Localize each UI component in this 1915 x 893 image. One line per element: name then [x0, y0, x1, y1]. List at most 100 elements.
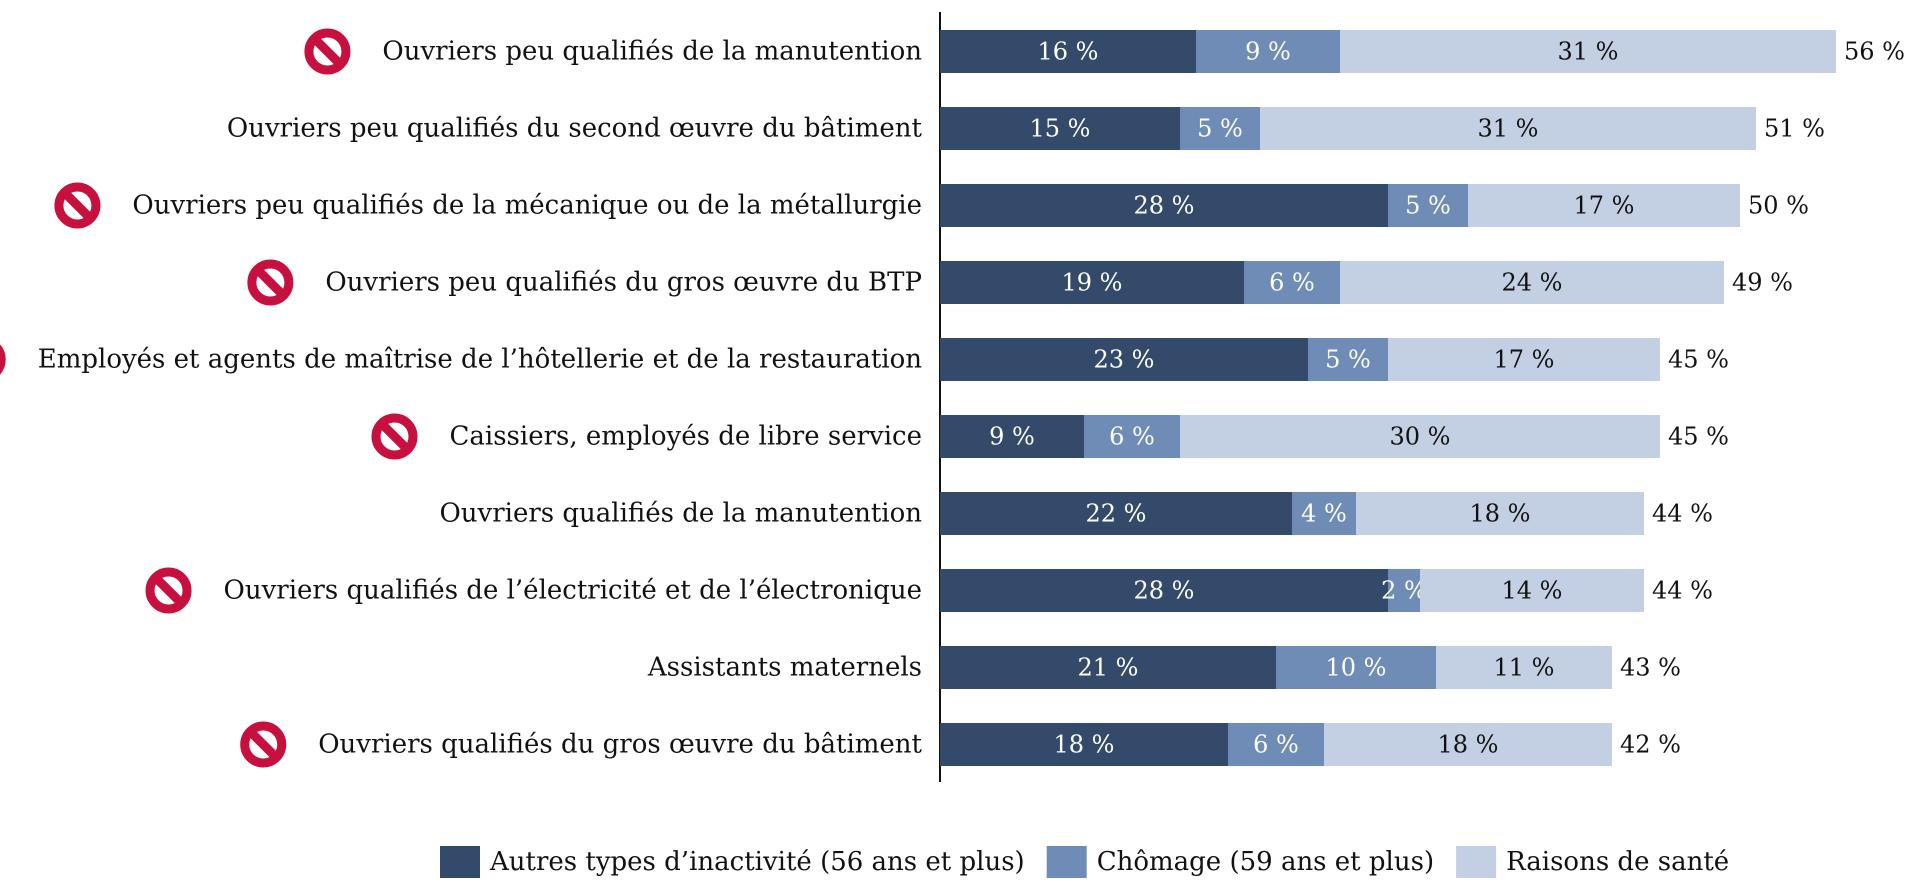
bar-row: Ouvriers peu qualifiés du gros œuvre du …	[247, 259, 1793, 306]
bar-segment	[1436, 646, 1612, 689]
data-label: 18 %	[1470, 500, 1531, 528]
bar-segment	[1180, 107, 1260, 150]
bar-row: Employés et agents de maîtrise de l’hôte…	[0, 338, 1729, 381]
data-label: 4 %	[1301, 500, 1347, 528]
prohibited-icon	[54, 182, 101, 229]
data-label: 6 %	[1269, 269, 1315, 297]
bar-segment	[940, 107, 1180, 150]
data-label: 28 %	[1134, 577, 1195, 605]
data-label: 30 %	[1390, 423, 1451, 451]
bar-segment	[940, 338, 1308, 381]
data-label: 21 %	[1078, 654, 1139, 682]
data-label: 19 %	[1062, 269, 1123, 297]
data-label: 24 %	[1502, 269, 1563, 297]
legend-swatch	[440, 846, 480, 878]
data-label: 23 %	[1094, 346, 1155, 374]
category-label: Ouvriers peu qualifiés de la manutention	[382, 37, 922, 67]
bar-row: Ouvriers qualifiés de l’électricité et d…	[145, 567, 1713, 614]
bar-segment	[1292, 492, 1356, 535]
data-label: 10 %	[1326, 654, 1387, 682]
bar-segment	[1388, 569, 1420, 612]
category-label: Ouvriers peu qualifiés de la mécanique o…	[132, 191, 922, 221]
data-label: 9 %	[1245, 38, 1291, 66]
bar-segment	[1340, 261, 1724, 304]
bar-row: Ouvriers peu qualifiés de la mécanique o…	[54, 182, 1809, 229]
legend-swatch	[1456, 846, 1497, 878]
category-label: Assistants maternels	[647, 653, 922, 683]
category-label: Ouvriers qualifiés de l’électricité et d…	[224, 576, 922, 606]
data-label: 5 %	[1197, 115, 1243, 143]
data-label: 18 %	[1054, 731, 1115, 759]
bar-rows: Ouvriers peu qualifiés de la manutention…	[0, 28, 1905, 768]
bar-row: Ouvriers peu qualifiés de la manutention…	[304, 28, 1905, 75]
bar-row: Ouvriers qualifiés du gros œuvre du bâti…	[240, 721, 1681, 768]
data-label: 16 %	[1038, 38, 1099, 66]
total-label: 45 %	[1668, 423, 1729, 451]
bar-segment	[940, 569, 1388, 612]
data-label: 31 %	[1478, 115, 1539, 143]
bar-segment	[1324, 723, 1612, 766]
bar-segment	[1084, 415, 1180, 458]
bar-segment	[1180, 415, 1660, 458]
prohibited-icon	[304, 28, 351, 75]
category-label: Ouvriers qualifiés de la manutention	[439, 499, 922, 529]
bar-segment	[1388, 184, 1468, 227]
total-label: 43 %	[1620, 654, 1681, 682]
legend-label: Raisons de santé	[1506, 847, 1729, 877]
data-label: 6 %	[1253, 731, 1299, 759]
bar-segment	[1340, 30, 1836, 73]
total-label: 42 %	[1620, 731, 1681, 759]
legend-item: Chômage (59 ans et plus)	[1046, 846, 1434, 878]
bar-segment	[1308, 338, 1388, 381]
total-label: 45 %	[1668, 346, 1729, 374]
prohibited-icon	[240, 721, 287, 768]
data-label: 31 %	[1558, 38, 1619, 66]
bar-segment	[1260, 107, 1756, 150]
legend-swatch	[1046, 846, 1087, 878]
bar-segment	[1468, 184, 1740, 227]
bar-segment	[1244, 261, 1340, 304]
category-label: Caissiers, employés de libre service	[450, 422, 923, 452]
bar-row: Caissiers, employés de libre service 9 % 6…	[371, 413, 1729, 460]
total-label: 49 %	[1732, 269, 1793, 297]
bar-segment	[940, 261, 1244, 304]
prohibited-icon	[145, 567, 192, 614]
bar-row: Ouvriers qualifiés de la manutention 22 %…	[439, 492, 1713, 535]
data-label: 9 %	[989, 423, 1035, 451]
data-label: 18 %	[1438, 731, 1499, 759]
bar-segment	[1228, 723, 1324, 766]
category-label: Employés et agents de maîtrise de l’hôte…	[38, 345, 923, 375]
data-label: 6 %	[1109, 423, 1155, 451]
bar-segment	[940, 184, 1388, 227]
bar-segment	[940, 415, 1084, 458]
category-label: Ouvriers peu qualifiés du second œuvre d…	[227, 114, 923, 144]
data-label: 5 %	[1405, 192, 1451, 220]
data-label: 2 %	[1381, 577, 1427, 605]
legend-item: Autres types d’inactivité (56 ans et plu…	[440, 846, 1025, 878]
prohibited-icon	[0, 344, 6, 375]
bar-segment	[940, 723, 1228, 766]
prohibited-icon	[247, 259, 294, 306]
bar-row: Assistants maternels 21 % 10 % 11 % 43 %	[647, 646, 1681, 689]
total-label: 44 %	[1652, 500, 1713, 528]
data-label: 11 %	[1494, 654, 1555, 682]
legend: Autres types d’inactivité (56 ans et plu…	[440, 846, 1729, 878]
category-label: Ouvriers qualifiés du gros œuvre du bâti…	[318, 730, 922, 760]
data-label: 14 %	[1502, 577, 1563, 605]
bar-segment	[1356, 492, 1644, 535]
data-label: 17 %	[1494, 346, 1555, 374]
legend-item: Raisons de santé	[1456, 846, 1729, 878]
total-label: 44 %	[1652, 577, 1713, 605]
prohibited-icon	[371, 413, 418, 460]
data-label: 5 %	[1325, 346, 1371, 374]
bar-segment	[940, 30, 1196, 73]
total-label: 50 %	[1748, 192, 1809, 220]
total-label: 51 %	[1764, 115, 1825, 143]
bar-segment	[1388, 338, 1660, 381]
category-label: Ouvriers peu qualifiés du gros œuvre du …	[325, 268, 922, 298]
total-label: 56 %	[1844, 38, 1905, 66]
bar-segment	[1420, 569, 1644, 612]
bar-segment	[940, 492, 1292, 535]
bar-segment	[1196, 30, 1340, 73]
